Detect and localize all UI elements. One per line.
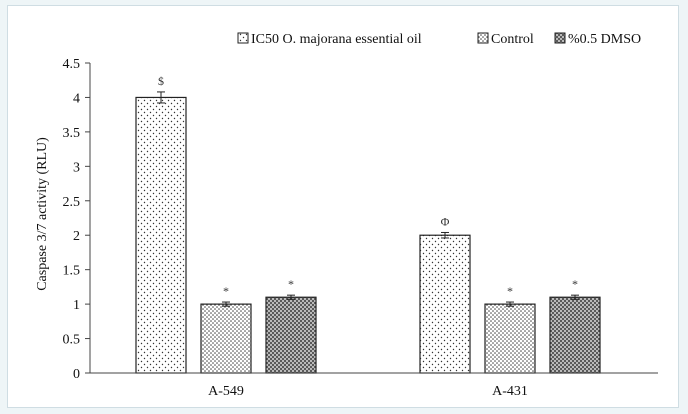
bar (200, 303, 252, 374)
x-tick-label: A-431 (492, 384, 528, 399)
legend-label: IC50 O. majorana essential oil (251, 32, 422, 47)
bar (484, 303, 536, 374)
legend-swatch (237, 32, 249, 44)
significance-label: * (507, 284, 513, 298)
legend-label: %0.5 DMSO (568, 32, 641, 47)
bars: $ * * Φ * * (135, 74, 601, 374)
significance-label: * (223, 284, 229, 298)
legend: IC50 O. majorana essential oil Control %0.… (237, 32, 641, 47)
bar (549, 296, 601, 374)
y-axis-label: Caspase 3/7 activity (RLU) (35, 137, 50, 291)
y-tick-label: 0 (73, 367, 80, 382)
legend-label: Control (491, 32, 534, 47)
bar (419, 234, 471, 374)
y-tick-label: 3.5 (63, 126, 81, 141)
bar (265, 296, 317, 374)
y-tick-label: 2.5 (63, 195, 81, 210)
bar-chart: IC50 O. majorana essential oil Control %0.… (35, 32, 658, 399)
significance-label: * (288, 277, 294, 291)
y-tick-label: 4 (73, 91, 80, 106)
x-axis: A-549 A-431 (90, 372, 658, 399)
legend-swatch (554, 32, 566, 44)
figure-panel: IC50 O. majorana essential oil Control %0.… (7, 5, 679, 408)
y-tick-label: 1 (73, 298, 80, 313)
y-tick-label: 3 (73, 160, 80, 175)
significance-label: Φ (441, 214, 450, 228)
significance-label: * (572, 277, 578, 291)
y-axis: 0 0.5 1 1.5 2 2.5 3 3.5 4 4.5 (63, 57, 91, 382)
y-tick-label: 4.5 (63, 57, 81, 72)
y-tick-label: 1.5 (63, 264, 81, 279)
significance-label: $ (158, 74, 164, 88)
legend-swatch (477, 32, 489, 44)
x-tick-label: A-549 (208, 384, 244, 399)
y-tick-label: 2 (73, 229, 80, 244)
y-tick-label: 0.5 (63, 333, 81, 348)
bar (135, 96, 187, 374)
